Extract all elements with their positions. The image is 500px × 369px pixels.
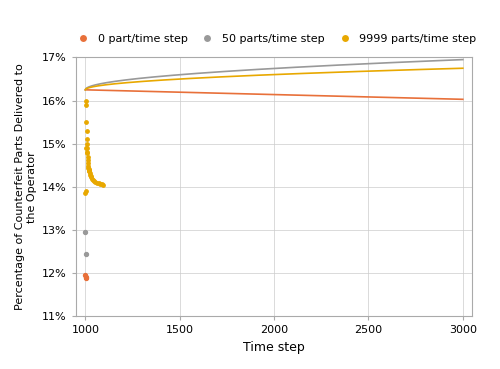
Point — [84, 163, 92, 169]
Point — [82, 137, 90, 142]
Point — [82, 119, 90, 125]
Point — [87, 175, 95, 180]
Point — [82, 188, 90, 194]
Point — [82, 274, 90, 280]
Point — [82, 190, 90, 196]
Point — [82, 272, 90, 278]
Point — [82, 128, 90, 134]
Point — [83, 145, 91, 151]
Point — [86, 170, 94, 176]
Point — [82, 229, 90, 235]
Point — [86, 172, 94, 178]
Point — [84, 166, 92, 172]
Point — [85, 168, 93, 174]
Point — [83, 141, 91, 147]
Point — [82, 276, 90, 282]
Point — [88, 176, 96, 182]
Point — [85, 168, 93, 173]
Point — [85, 167, 93, 173]
Point — [96, 181, 104, 187]
Point — [92, 180, 100, 186]
Point — [82, 145, 90, 151]
X-axis label: Time step: Time step — [243, 341, 305, 354]
Point — [89, 177, 97, 183]
Point — [100, 182, 108, 188]
Point — [82, 251, 90, 257]
Point — [86, 173, 94, 179]
Point — [84, 165, 92, 170]
Point — [98, 182, 106, 187]
Point — [82, 98, 90, 104]
Point — [90, 178, 98, 184]
Point — [84, 160, 92, 166]
Point — [94, 180, 102, 186]
Y-axis label: Percentage of Counterfeit Parts Delivered to
the Operator: Percentage of Counterfeit Parts Delivere… — [15, 63, 36, 310]
Point — [84, 157, 92, 163]
Point — [84, 154, 92, 160]
Point — [84, 150, 92, 156]
Point — [82, 102, 90, 108]
Legend: 0 part/time step, 50 parts/time step, 9999 parts/time step: 0 part/time step, 50 parts/time step, 99… — [68, 30, 480, 48]
Point — [91, 179, 99, 185]
Point — [84, 149, 92, 155]
